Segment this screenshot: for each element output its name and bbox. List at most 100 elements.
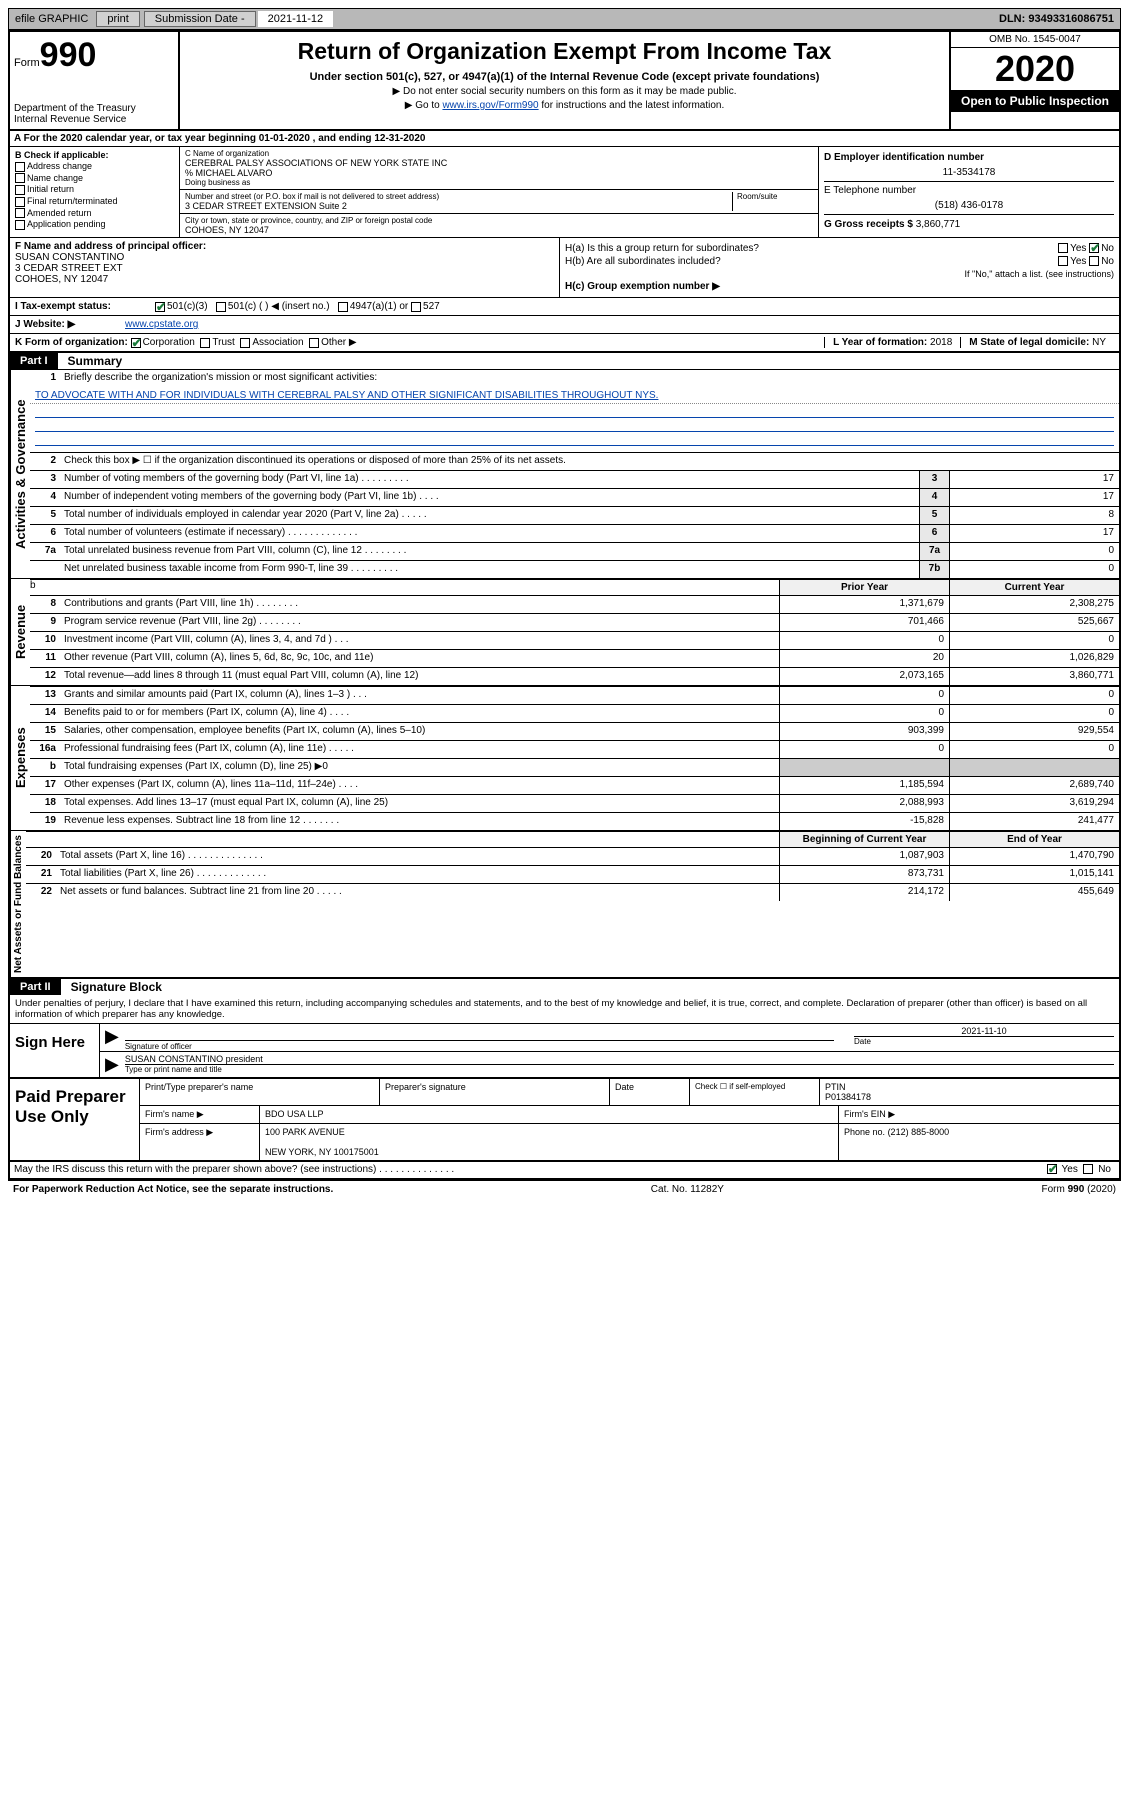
tax-year: 2020 xyxy=(951,48,1119,90)
table-row: 16aProfessional fundraising fees (Part I… xyxy=(30,740,1119,758)
chk-pending[interactable]: Application pending xyxy=(15,219,174,230)
omb-number: OMB No. 1545-0047 xyxy=(951,32,1119,48)
j-label: J Website: ▶ xyxy=(15,319,125,330)
top-toolbar: efile GRAPHIC print Submission Date - 20… xyxy=(8,8,1121,30)
footer-left: For Paperwork Reduction Act Notice, see … xyxy=(13,1184,333,1195)
sig-declaration: Under penalties of perjury, I declare th… xyxy=(10,995,1119,1023)
part2-num: Part II xyxy=(10,979,61,995)
dept-treasury: Department of the Treasury Internal Reve… xyxy=(14,103,174,125)
firm-name: BDO USA LLP xyxy=(260,1106,839,1123)
chk-amended[interactable]: Amended return xyxy=(15,208,174,219)
submission-date-label: Submission Date - xyxy=(144,11,256,27)
firm-addr1: 100 PARK AVENUE xyxy=(265,1127,345,1137)
f-label: F Name and address of principal officer: xyxy=(15,241,206,252)
type-label: Type or print name and title xyxy=(125,1064,1114,1074)
chk-corp[interactable] xyxy=(131,338,141,348)
note-ssn: ▶ Do not enter social security numbers o… xyxy=(184,86,945,97)
table-row: 10Investment income (Part VIII, column (… xyxy=(30,631,1119,649)
part2-title: Signature Block xyxy=(61,980,162,994)
ein-label: D Employer identification number xyxy=(824,152,984,163)
page-footer: For Paperwork Reduction Act Notice, see … xyxy=(8,1180,1121,1198)
firm-addr2: NEW YORK, NY 100175001 xyxy=(265,1147,379,1157)
ha-no-check[interactable] xyxy=(1089,243,1099,253)
chk-initial-return[interactable]: Initial return xyxy=(15,184,174,195)
firm-label: Firm's name ▶ xyxy=(140,1106,260,1123)
table-row: 7aTotal unrelated business revenue from … xyxy=(30,542,1119,560)
city: COHOES, NY 12047 xyxy=(185,225,813,235)
col-d-info: D Employer identification number 11-3534… xyxy=(819,147,1119,237)
discuss-question: May the IRS discuss this return with the… xyxy=(10,1162,1039,1178)
sig-date: 2021-11-10 xyxy=(854,1026,1114,1036)
year-box: OMB No. 1545-0047 2020 Open to Public In… xyxy=(949,32,1119,129)
principal-officer: F Name and address of principal officer:… xyxy=(10,238,560,297)
form-title: Return of Organization Exempt From Incom… xyxy=(184,38,945,65)
table-row: 20Total assets (Part X, line 16) . . . .… xyxy=(26,847,1119,865)
table-row: 6Total number of volunteers (estimate if… xyxy=(30,524,1119,542)
table-row: 14Benefits paid to or for members (Part … xyxy=(30,704,1119,722)
sign-here-label: Sign Here xyxy=(10,1024,100,1077)
hdr-begin: Beginning of Current Year xyxy=(779,832,949,847)
sig-officer-label: Signature of officer xyxy=(125,1040,834,1051)
table-row: 3Number of voting members of the governi… xyxy=(30,470,1119,488)
discuss-yes[interactable] xyxy=(1047,1164,1057,1174)
chk-501c3[interactable] xyxy=(155,302,165,312)
paid-preparer-label: Paid Preparer Use Only xyxy=(10,1079,140,1160)
table-row: 11Other revenue (Part VIII, column (A), … xyxy=(30,649,1119,667)
form-word: Form xyxy=(14,57,40,69)
footer-mid: Cat. No. 11282Y xyxy=(651,1184,724,1195)
hdr-end: End of Year xyxy=(949,832,1119,847)
ptin-label: PTIN xyxy=(825,1082,846,1092)
form-org-row: K Form of organization: Corporation Trus… xyxy=(10,333,1119,351)
chk-address-change[interactable]: Address change xyxy=(15,161,174,172)
group-return-box: H(a) Is this a group return for subordin… xyxy=(560,238,1119,297)
state-domicile: NY xyxy=(1092,337,1106,348)
arrow-icon: ▶ xyxy=(105,1026,119,1049)
street-label: Number and street (or P.O. box if mail i… xyxy=(185,192,732,201)
part1-title: Summary xyxy=(58,354,123,368)
irs-link[interactable]: www.irs.gov/Form990 xyxy=(442,100,538,111)
l-label: L Year of formation: xyxy=(833,337,927,348)
i-label: I Tax-exempt status: xyxy=(15,301,155,312)
vert-netassets: Net Assets or Fund Balances xyxy=(10,831,26,977)
table-row: 19Revenue less expenses. Subtract line 1… xyxy=(30,812,1119,830)
footer-right: Form Form 990 (2020)990 (2020) xyxy=(1042,1184,1116,1195)
self-emp-label: Check ☐ if self-employed xyxy=(690,1079,820,1105)
phone: (518) 436-0178 xyxy=(824,200,1114,211)
ein: 11-3534178 xyxy=(824,167,1114,178)
website-link[interactable]: www.cpstate.org xyxy=(125,319,198,330)
website-row: J Website: ▶ www.cpstate.org xyxy=(10,315,1119,333)
arrow-icon: ▶ xyxy=(105,1054,119,1075)
form-id-box: Form990 Department of the Treasury Inter… xyxy=(10,32,180,129)
col-b-label: B Check if applicable: xyxy=(15,150,109,160)
open-inspection: Open to Public Inspection xyxy=(951,90,1119,112)
chk-final-return[interactable]: Final return/terminated xyxy=(15,196,174,207)
form-subtitle: Under section 501(c), 527, or 4947(a)(1)… xyxy=(184,71,945,83)
prep-date-hdr: Date xyxy=(610,1079,690,1105)
vert-expenses: Expenses xyxy=(10,686,30,830)
table-row: 12Total revenue—add lines 8 through 11 (… xyxy=(30,667,1119,685)
hb-note: If "No," attach a list. (see instruction… xyxy=(565,269,1114,279)
chk-name-change[interactable]: Name change xyxy=(15,173,174,184)
table-row: 21Total liabilities (Part X, line 26) . … xyxy=(26,865,1119,883)
officer-name: SUSAN CONSTANTINO xyxy=(15,252,124,263)
table-row: 17Other expenses (Part IX, column (A), l… xyxy=(30,776,1119,794)
print-button[interactable]: print xyxy=(96,11,139,27)
vert-revenue: Revenue xyxy=(10,579,30,685)
table-row: 18Total expenses. Add lines 13–17 (must … xyxy=(30,794,1119,812)
officer-addr2: COHOES, NY 12047 xyxy=(15,274,108,285)
col-c-org: C Name of organization CEREBRAL PALSY AS… xyxy=(180,147,819,237)
k-label: K Form of organization: xyxy=(15,337,128,348)
submission-date: 2021-11-12 xyxy=(258,11,333,27)
form-number: 990 xyxy=(40,36,97,74)
m-label: M State of legal domicile: xyxy=(969,337,1089,348)
org-name-label: C Name of organization xyxy=(185,149,813,158)
table-row: 5Total number of individuals employed in… xyxy=(30,506,1119,524)
city-label: City or town, state or province, country… xyxy=(185,216,813,225)
phone-label: E Telephone number xyxy=(824,185,916,196)
date-label: Date xyxy=(854,1036,1114,1046)
table-row: 8Contributions and grants (Part VIII, li… xyxy=(30,595,1119,613)
part1-num: Part I xyxy=(10,353,58,369)
officer-addr1: 3 CEDAR STREET EXT xyxy=(15,263,123,274)
table-row: 9Program service revenue (Part VIII, lin… xyxy=(30,613,1119,631)
line-a: A For the 2020 calendar year, or tax yea… xyxy=(10,131,1119,147)
